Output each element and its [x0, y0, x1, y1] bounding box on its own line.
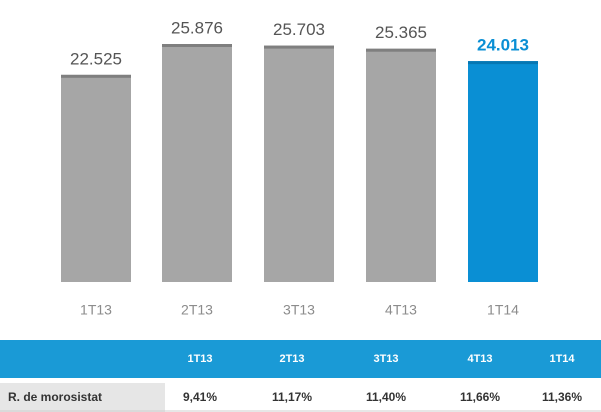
bar-top [366, 48, 436, 52]
table-cell: 11,66% [460, 390, 500, 404]
table-header-band [0, 340, 601, 378]
table-header-cell: 4T13 [467, 353, 492, 365]
bar-top [468, 61, 538, 65]
x-tick-label: 1T13 [80, 302, 112, 318]
bar-top [61, 74, 131, 78]
bar [468, 61, 538, 282]
x-tick-label: 3T13 [283, 302, 315, 318]
row-label-cell [0, 383, 165, 412]
row-label: R. de morosistat [8, 390, 102, 404]
table-cell: 9,41% [183, 390, 217, 404]
bar-top [162, 44, 232, 47]
value-label: 24.013 [477, 36, 529, 55]
table-header-cell: 1T13 [187, 353, 212, 365]
bar-top [264, 45, 334, 49]
x-tick-label: 4T13 [385, 302, 417, 318]
table-header-cell: 3T13 [373, 353, 398, 365]
table-header-cell: 2T13 [279, 353, 304, 365]
x-tick-label: 2T13 [181, 302, 213, 318]
value-label: 25.365 [375, 23, 427, 42]
value-label: 25.703 [273, 20, 325, 39]
table-cell: 11,36% [542, 390, 582, 404]
bar [61, 74, 131, 282]
table-cell: 11,17% [272, 390, 312, 404]
table-header-cell: 1T14 [549, 353, 575, 365]
value-label: 22.525 [70, 49, 122, 68]
bar [162, 44, 232, 282]
bar [264, 45, 334, 283]
value-label: 25.876 [171, 18, 223, 37]
bar [366, 48, 436, 283]
x-tick-label: 1T14 [487, 302, 519, 318]
table-cell: 11,40% [366, 390, 406, 404]
